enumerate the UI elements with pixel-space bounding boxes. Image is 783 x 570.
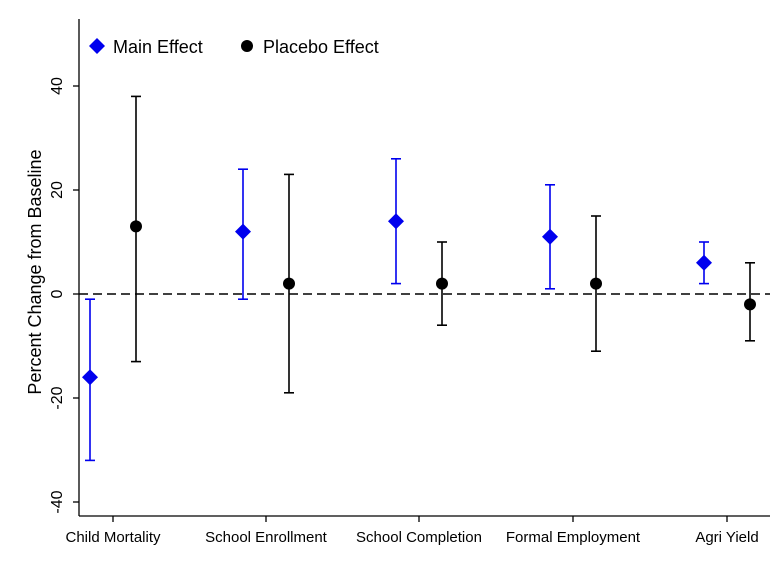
legend-placebo-effect-label: Placebo Effect xyxy=(263,37,379,57)
y-tick-label: 40 xyxy=(49,77,66,95)
y-tick-label: 20 xyxy=(49,181,66,199)
legend-main-effect-diamond-icon xyxy=(89,38,105,54)
y-tick-label: -20 xyxy=(49,386,66,409)
x-category-label: Child Mortality xyxy=(65,529,161,546)
y-tick-label: 0 xyxy=(49,289,66,298)
axes: -40 -20 0 20 40 Child Mortality School Enrollm… xyxy=(49,19,770,546)
legend-placebo-effect-circle-icon xyxy=(241,40,253,52)
x-category-label: Agri Yield xyxy=(695,529,758,546)
main-effect-point xyxy=(542,228,558,245)
placebo-effect-point xyxy=(744,298,756,311)
legend: Main Effect Placebo Effect xyxy=(89,37,379,57)
x-category-label: School Enrollment xyxy=(205,529,328,546)
placebo-effect-point xyxy=(436,277,448,290)
main-effect-point xyxy=(235,223,251,240)
placebo-effect-point xyxy=(590,277,602,290)
placebo-effect-point xyxy=(130,220,142,233)
main-effect-point xyxy=(696,254,712,271)
x-category-label: School Completion xyxy=(356,529,482,546)
legend-main-effect-label: Main Effect xyxy=(113,37,203,57)
y-axis-title: Percent Change from Baseline xyxy=(25,149,45,394)
main-effect-point xyxy=(388,213,404,230)
y-tick-label: -40 xyxy=(49,490,66,513)
placebo-effect-point xyxy=(283,277,295,290)
data-marks xyxy=(79,95,770,462)
x-category-label: Formal Employment xyxy=(506,529,641,546)
main-effect-point xyxy=(82,369,98,386)
